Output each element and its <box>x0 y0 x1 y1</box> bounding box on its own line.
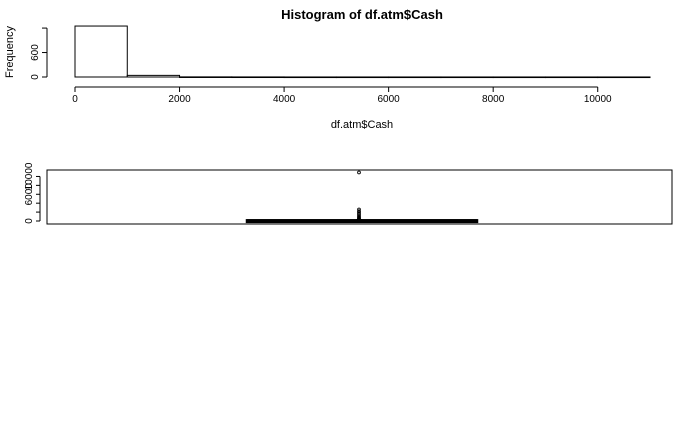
boxplot-outlier <box>357 170 361 175</box>
boxplot-y-tick-label: 0 <box>24 218 35 224</box>
histogram-x-tick-label: 10000 <box>584 94 612 105</box>
boxplot-marks <box>245 170 479 224</box>
histogram-y-axis-label: Frequency <box>4 26 16 78</box>
boxplot-y-tick-label: 6000 <box>24 183 35 206</box>
histogram-x-tick-label: 6000 <box>378 94 401 105</box>
boxplot-frame <box>46 169 673 225</box>
boxplot-outlier <box>357 207 361 212</box>
histogram-x-tick-label: 8000 <box>482 94 505 105</box>
histogram-y-tick-label: 600 <box>30 44 41 61</box>
histogram-chart: Histogram of df.atm$Cash Frequency df.at… <box>4 7 651 131</box>
histogram-y-axis: 0 600 <box>30 27 48 80</box>
histogram-x-tick-label: 0 <box>72 94 78 105</box>
histogram-bar <box>74 25 128 78</box>
boxplot-y-tick-label: 10000 <box>24 162 35 190</box>
histogram-bars <box>74 25 651 79</box>
histogram-x-tick-label: 4000 <box>273 94 296 105</box>
histogram-x-axis: 0 2000 4000 6000 8000 10000 <box>72 86 612 105</box>
histogram-title: Histogram of df.atm$Cash <box>281 7 443 22</box>
boxplot-outlier <box>357 209 361 214</box>
histogram-x-axis-label: df.atm$Cash <box>331 119 393 131</box>
histogram-x-tick-label: 2000 <box>168 94 191 105</box>
histogram-y-tick-label: 0 <box>30 74 41 80</box>
